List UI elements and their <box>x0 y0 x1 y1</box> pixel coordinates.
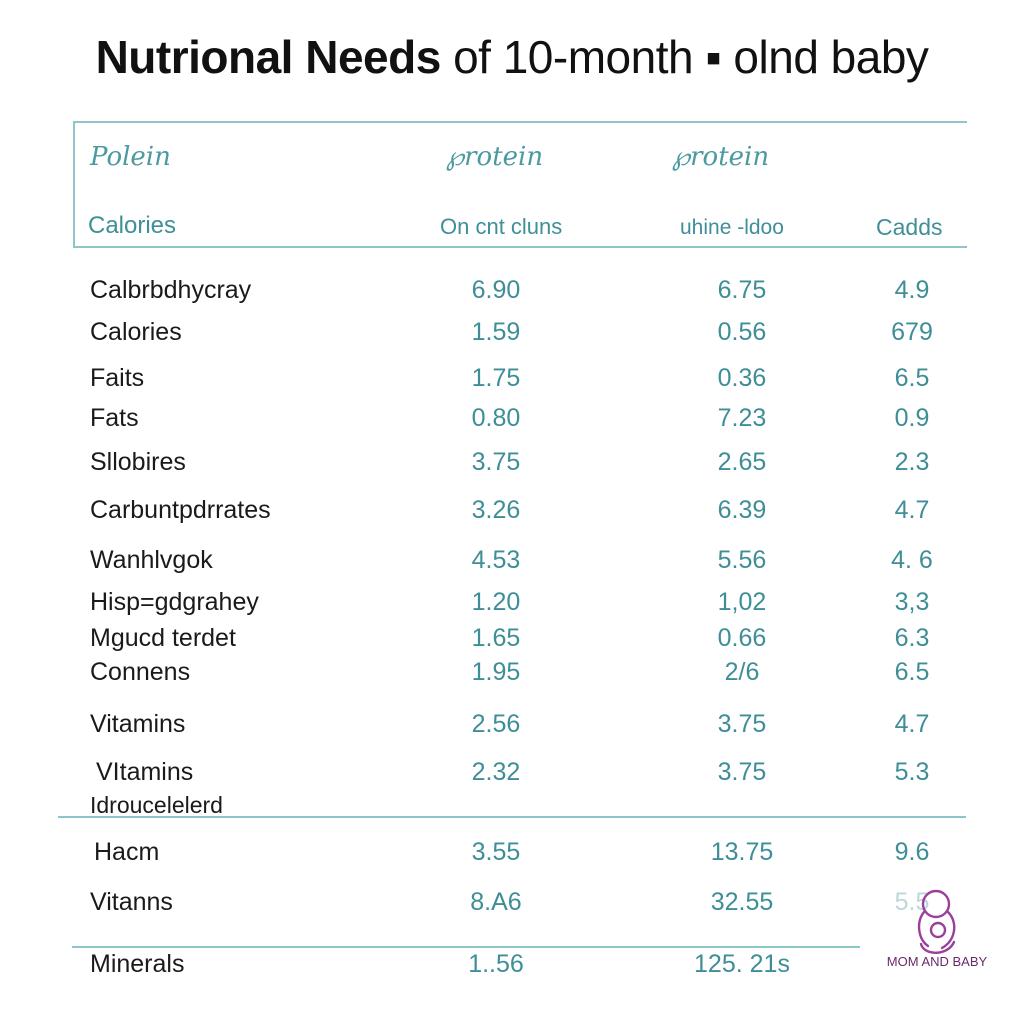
row-value: 6.5 <box>894 364 930 392</box>
row-label: Faits <box>90 364 145 392</box>
row-value: 1.95 <box>471 658 521 686</box>
table-divider <box>58 816 966 818</box>
row-label: Minerals <box>90 950 185 978</box>
row-label: Hisp=gdgrahey <box>90 588 259 616</box>
row-value: 5.3 <box>894 758 930 786</box>
row-label: Wanhlvgok <box>90 546 213 574</box>
row-label: Vitanns <box>90 888 173 916</box>
page-title: Nutrional Needs of 10-month ▪ olnd baby <box>0 30 1024 84</box>
row-value: 6.75 <box>717 276 767 304</box>
row-value: 6.39 <box>717 496 767 524</box>
row-value: 2/6 <box>724 658 760 686</box>
header-col0-row1: Polein <box>90 142 171 172</box>
title-part-3: olnd baby <box>721 31 929 83</box>
row-value: 6.5 <box>894 658 930 686</box>
row-value: 0.80 <box>471 404 521 432</box>
row-value: 0.56 <box>717 318 767 346</box>
row-value: 2.3 <box>894 448 930 476</box>
row-label: Carbuntpdrrates <box>90 496 271 524</box>
mother-baby-icon <box>917 889 956 954</box>
row-value: 3.75 <box>717 758 767 786</box>
row-label: VItamins <box>96 758 194 786</box>
table-bottom-divider <box>72 946 860 948</box>
row-value: 3.75 <box>717 710 767 738</box>
row-value: 0.66 <box>717 624 767 652</box>
row-value: 3,3 <box>894 588 930 616</box>
row-value: 32.55 <box>710 888 774 916</box>
row-value: 125. 21s <box>694 950 790 978</box>
row-value: 1..56 <box>468 950 524 978</box>
table-header-box <box>73 121 967 248</box>
row-label: Mgucd terdet <box>90 624 236 652</box>
logo-text: MOM AND BABY <box>886 954 988 969</box>
row-value: 1.75 <box>471 364 521 392</box>
row-label: Fats <box>90 404 139 432</box>
title-separator: ▪ <box>705 31 722 83</box>
row-value: 3.55 <box>471 838 521 866</box>
row-value: 3.75 <box>471 448 521 476</box>
row-label: Idroucelelerd <box>90 792 223 818</box>
row-value: 679 <box>891 318 933 346</box>
row-value: 5.56 <box>717 546 767 574</box>
title-bold-part: Nutrional Needs <box>95 31 442 83</box>
row-value: 3.26 <box>471 496 521 524</box>
row-value: 1.20 <box>471 588 521 616</box>
header-col0-row2: Calories <box>88 212 177 239</box>
row-label: Calories <box>90 318 182 346</box>
title-part-2: of 10-month <box>440 31 694 83</box>
row-value: 1.65 <box>471 624 521 652</box>
row-value: 8.A6 <box>470 888 522 916</box>
header-col3-row2: Cadds <box>876 214 943 240</box>
row-label: Hacm <box>94 838 160 866</box>
row-value: 6.90 <box>471 276 521 304</box>
row-value: 6.3 <box>894 624 930 652</box>
row-value: 13.75 <box>710 838 774 866</box>
row-label: Sllobires <box>90 448 186 476</box>
row-value: 1.59 <box>471 318 521 346</box>
row-value: 2.65 <box>717 448 767 476</box>
row-label: Vitamins <box>90 710 186 738</box>
row-value: 4.53 <box>471 546 521 574</box>
row-value: 7.23 <box>717 404 767 432</box>
row-label: Calbrbdhycray <box>90 276 252 304</box>
row-value: 4.7 <box>894 710 930 738</box>
row-value: 4.9 <box>894 276 930 304</box>
header-col2-row1: ℘rotein <box>672 142 770 172</box>
row-value: 9.6 <box>894 838 930 866</box>
row-value: 0.36 <box>717 364 767 392</box>
header-col2-row2: uhine -ldoo <box>680 216 784 239</box>
row-label: Connens <box>90 658 191 686</box>
row-value: 0.9 <box>894 404 930 432</box>
header-col1-row1: ℘rotein <box>446 142 544 172</box>
row-value: 4. 6 <box>891 546 933 574</box>
row-value: 1,02 <box>717 588 767 616</box>
row-value: 4.7 <box>894 496 930 524</box>
row-value: 2.32 <box>471 758 521 786</box>
row-value: 2.56 <box>471 710 521 738</box>
header-col1-row2: On cnt cluns <box>440 214 563 239</box>
